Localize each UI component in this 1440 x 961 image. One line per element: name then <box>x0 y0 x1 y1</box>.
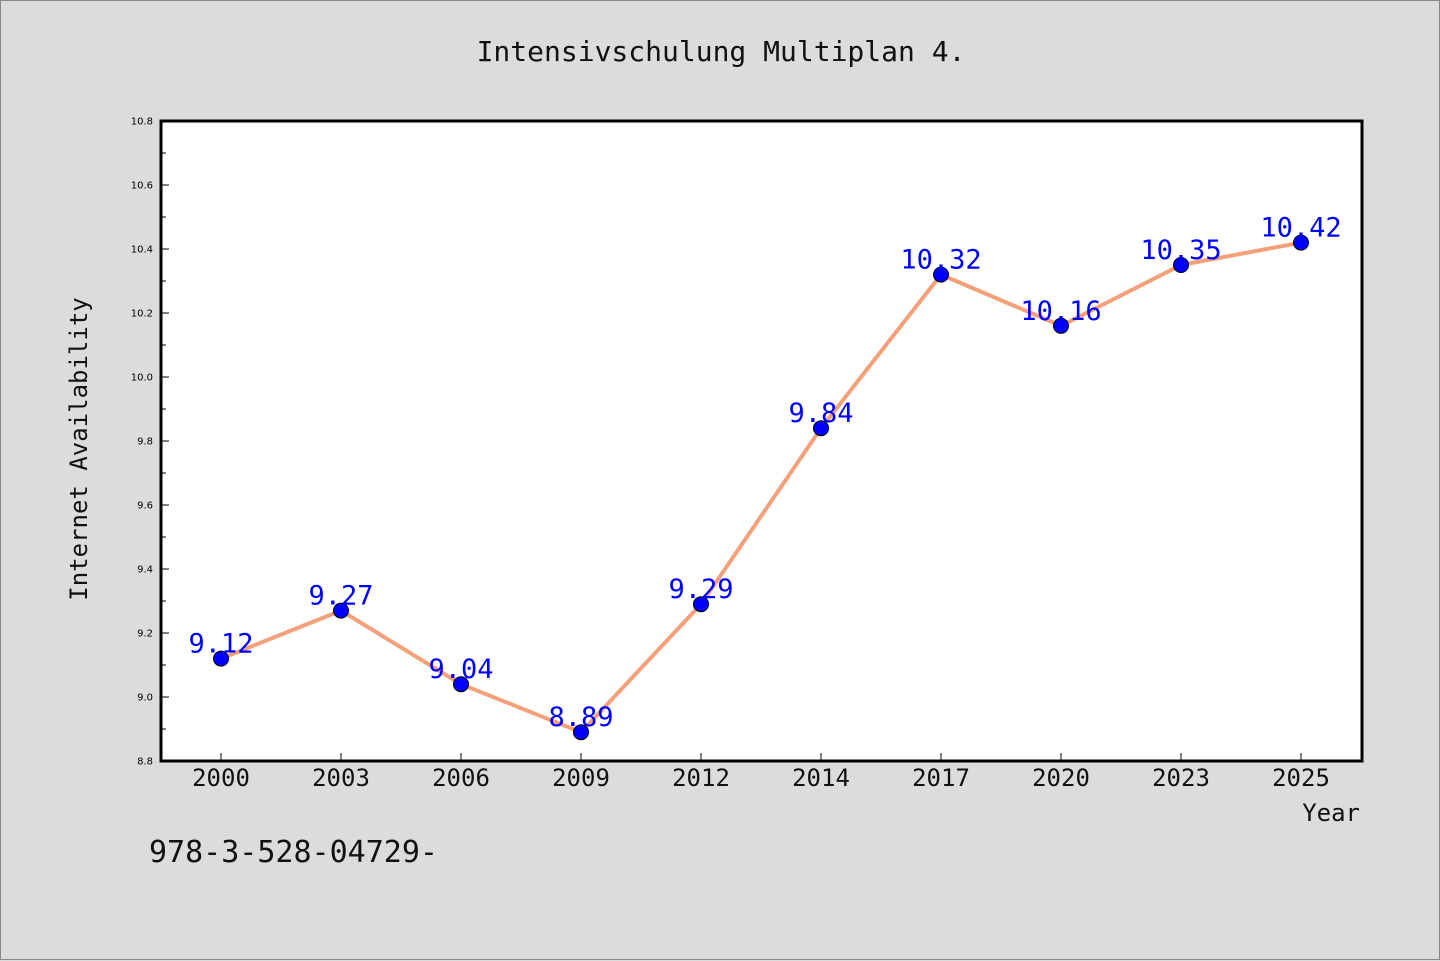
x-axis-label: Year <box>1302 799 1360 827</box>
y-tick-label: 8.8 <box>137 757 153 768</box>
y-tick-label: 10.4 <box>131 245 153 256</box>
x-tick-label: 2006 <box>432 764 490 792</box>
y-axis-label: Internet Availability <box>65 297 93 600</box>
y-tick-label: 9.8 <box>137 437 153 448</box>
x-tick-label: 2000 <box>192 764 250 792</box>
x-tick-label: 2014 <box>792 764 850 792</box>
data-point <box>1053 317 1069 334</box>
y-tick-label: 9.6 <box>137 501 153 512</box>
data-point <box>693 596 709 613</box>
data-label: 9.04 <box>428 654 493 685</box>
x-tick-label: 2012 <box>672 764 730 792</box>
x-tick-label: 2025 <box>1272 764 1330 792</box>
data-label: 9.84 <box>788 398 853 429</box>
y-tick-label: 10.6 <box>131 181 153 192</box>
plot-area <box>159 119 1364 763</box>
y-tick-label: 9.4 <box>137 565 153 576</box>
data-label: 9.12 <box>188 629 253 660</box>
data-label: 9.29 <box>668 574 733 605</box>
y-tick-label: 10.8 <box>131 117 153 128</box>
data-point <box>333 602 349 619</box>
chart-title: Intensivschulung Multiplan 4. <box>476 35 966 68</box>
footnote-text: 978-3-528-04729- <box>149 835 438 870</box>
x-tick-label: 2020 <box>1032 764 1090 792</box>
x-tick-label: 2003 <box>312 764 370 792</box>
data-label: 10.35 <box>1140 235 1221 266</box>
data-point <box>1293 234 1309 251</box>
data-point <box>1173 257 1189 273</box>
series-line <box>219 240 1303 735</box>
data-label: 10.16 <box>1020 296 1101 327</box>
data-point <box>213 650 229 667</box>
data-label: 9.27 <box>308 581 373 612</box>
data-label: 8.89 <box>548 702 613 733</box>
data-point <box>933 266 949 283</box>
data-point <box>573 724 589 741</box>
data-label: 10.42 <box>1260 213 1341 244</box>
x-tick-label: 2017 <box>912 764 970 792</box>
y-tick-label: 10.2 <box>131 309 153 320</box>
x-tick-label: 2023 <box>1152 764 1210 792</box>
y-tick-label: 10.0 <box>131 373 153 384</box>
y-tick-label: 9.2 <box>137 629 153 640</box>
data-point <box>813 420 829 437</box>
x-tick-label: 2009 <box>552 764 610 792</box>
data-label: 10.32 <box>900 245 981 276</box>
data-point <box>453 676 469 693</box>
y-tick-label: 9.0 <box>137 693 153 704</box>
